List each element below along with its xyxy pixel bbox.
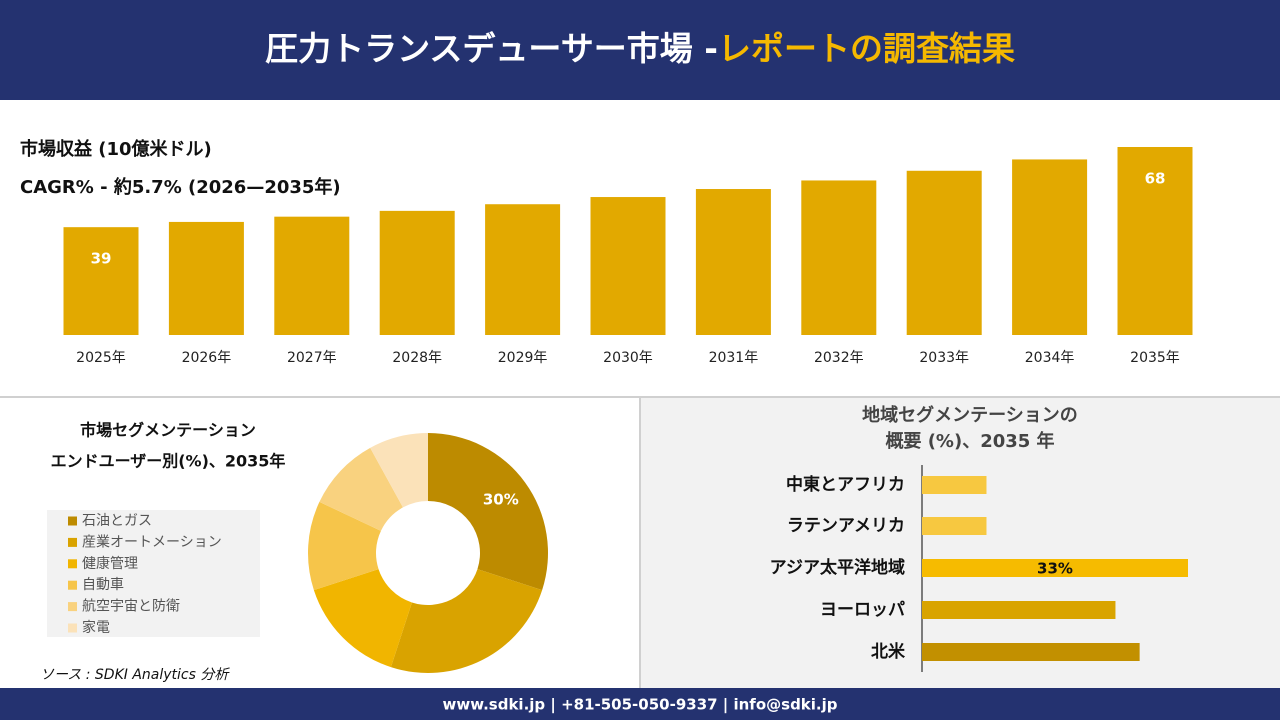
value-label: 39 <box>91 250 112 268</box>
footer-contact: www.sdki.jp | +81-505-050-9337 | info@sd… <box>442 696 837 715</box>
donut-slice <box>428 433 548 591</box>
legend-label: 自動車 <box>82 576 124 593</box>
value-label: 68 <box>1145 170 1166 188</box>
x-tick-label: 2028年 <box>392 350 442 366</box>
legend-swatch <box>68 580 77 590</box>
legend-label: 健康管理 <box>82 555 138 572</box>
y-tick-label: ヨーロッパ <box>820 600 905 620</box>
x-tick-label: 2025年 <box>76 350 126 366</box>
bar-title: 市場収益 (10億米ドル) <box>20 138 212 160</box>
source: ソース : SDKI Analytics 分析 <box>40 667 230 683</box>
header-band <box>0 0 1280 100</box>
bar <box>274 216 350 335</box>
legend-swatch <box>68 516 77 526</box>
bar <box>63 227 139 335</box>
title-highlight: レポートの調査結果 <box>718 29 1015 68</box>
legend-label: 石油とガス <box>82 513 152 529</box>
header-title: 圧力トランスデューサー市場 -レポートの調査結果 <box>265 29 1015 68</box>
y-tick-label: ラテンアメリカ <box>787 516 905 536</box>
legend-label: 産業オートメーション <box>82 534 222 550</box>
x-tick-label: 2032年 <box>814 350 864 366</box>
bar <box>922 601 1116 619</box>
bar-subtitle: CAGR% - 約5.7% (2026—2035年) <box>20 176 341 198</box>
region-panel <box>641 398 1280 688</box>
divider <box>0 396 1280 398</box>
legend-box <box>47 510 260 637</box>
hbar-subtitle: 概要 (%)、2035 年 <box>885 430 1054 452</box>
legend-swatch <box>68 623 77 633</box>
x-tick-label: 2030年 <box>603 350 653 366</box>
value-label: 33% <box>1037 560 1073 578</box>
bar <box>168 221 244 335</box>
x-tick-label: 2033年 <box>919 350 969 366</box>
bar <box>906 170 982 335</box>
bar <box>922 643 1140 661</box>
legend-swatch <box>68 537 77 547</box>
x-tick-label: 2031年 <box>709 350 759 366</box>
pie-title: 市場セグメンテーション <box>80 421 256 440</box>
y-tick-label: 北米 <box>871 641 906 662</box>
bar <box>922 517 987 535</box>
x-tick-label: 2027年 <box>287 350 337 366</box>
hbar-title: 地域セグメンテーションの <box>862 404 1078 426</box>
x-tick-label: 2026年 <box>182 350 232 366</box>
bar <box>1117 147 1193 335</box>
bar <box>590 197 666 335</box>
bar <box>801 180 877 335</box>
pie-subtitle: エンドユーザー別(%)、2035年 <box>51 452 286 471</box>
legend-swatch <box>68 559 77 569</box>
bar <box>379 210 455 335</box>
bar <box>485 204 561 335</box>
value-label: 30% <box>483 491 519 509</box>
legend-swatch <box>68 602 77 612</box>
x-tick-label: 2029年 <box>498 350 548 366</box>
title-main: 圧力トランスデューサー市場 - <box>265 29 718 68</box>
donut-slice <box>307 501 381 591</box>
bar <box>695 189 771 335</box>
bar <box>922 476 987 494</box>
donut-slice <box>390 569 543 673</box>
donut-slice <box>370 433 428 508</box>
donut-slice <box>313 569 412 668</box>
donut-slice <box>319 447 403 531</box>
y-tick-label: 中東とアフリカ <box>786 474 905 495</box>
bar <box>1012 159 1088 335</box>
divider <box>639 398 641 688</box>
x-tick-label: 2035年 <box>1130 350 1180 366</box>
legend-label: 家電 <box>82 619 110 636</box>
x-tick-label: 2034年 <box>1025 350 1075 366</box>
footer-band <box>0 688 1280 720</box>
bar <box>922 559 1188 577</box>
legend-label: 航空宇宙と防衛 <box>82 599 180 615</box>
y-tick-label: アジア太平洋地域 <box>770 557 905 578</box>
